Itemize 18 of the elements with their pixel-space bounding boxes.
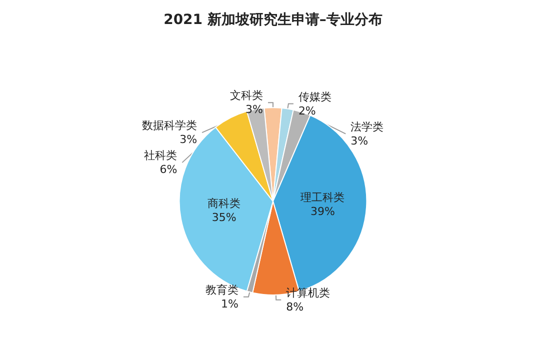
slice-label: 传媒类 (298, 90, 332, 104)
data-label: 1% (221, 297, 238, 310)
data-label: 6% (160, 163, 178, 176)
data-label: 3% (350, 134, 368, 148)
slice-label: 商科类 (208, 197, 241, 210)
slice-label: 社科类 (144, 149, 178, 162)
data-label: 35% (212, 211, 236, 224)
slice-label: 数据科学类 (142, 119, 198, 132)
data-label: 2% (298, 104, 316, 118)
data-label: 3% (180, 133, 198, 146)
data-label: 8% (286, 300, 304, 314)
chart-title: 2021 新加坡研究生申请–专业分布 (164, 11, 382, 28)
slice-label: 理工科类 (300, 190, 345, 204)
slice-label: 法学类 (350, 120, 384, 134)
data-label: 39% (310, 204, 335, 218)
data-label: 3% (246, 103, 263, 116)
slice-label: 文科类 (230, 89, 263, 102)
slice-label: 教育类 (205, 283, 238, 296)
